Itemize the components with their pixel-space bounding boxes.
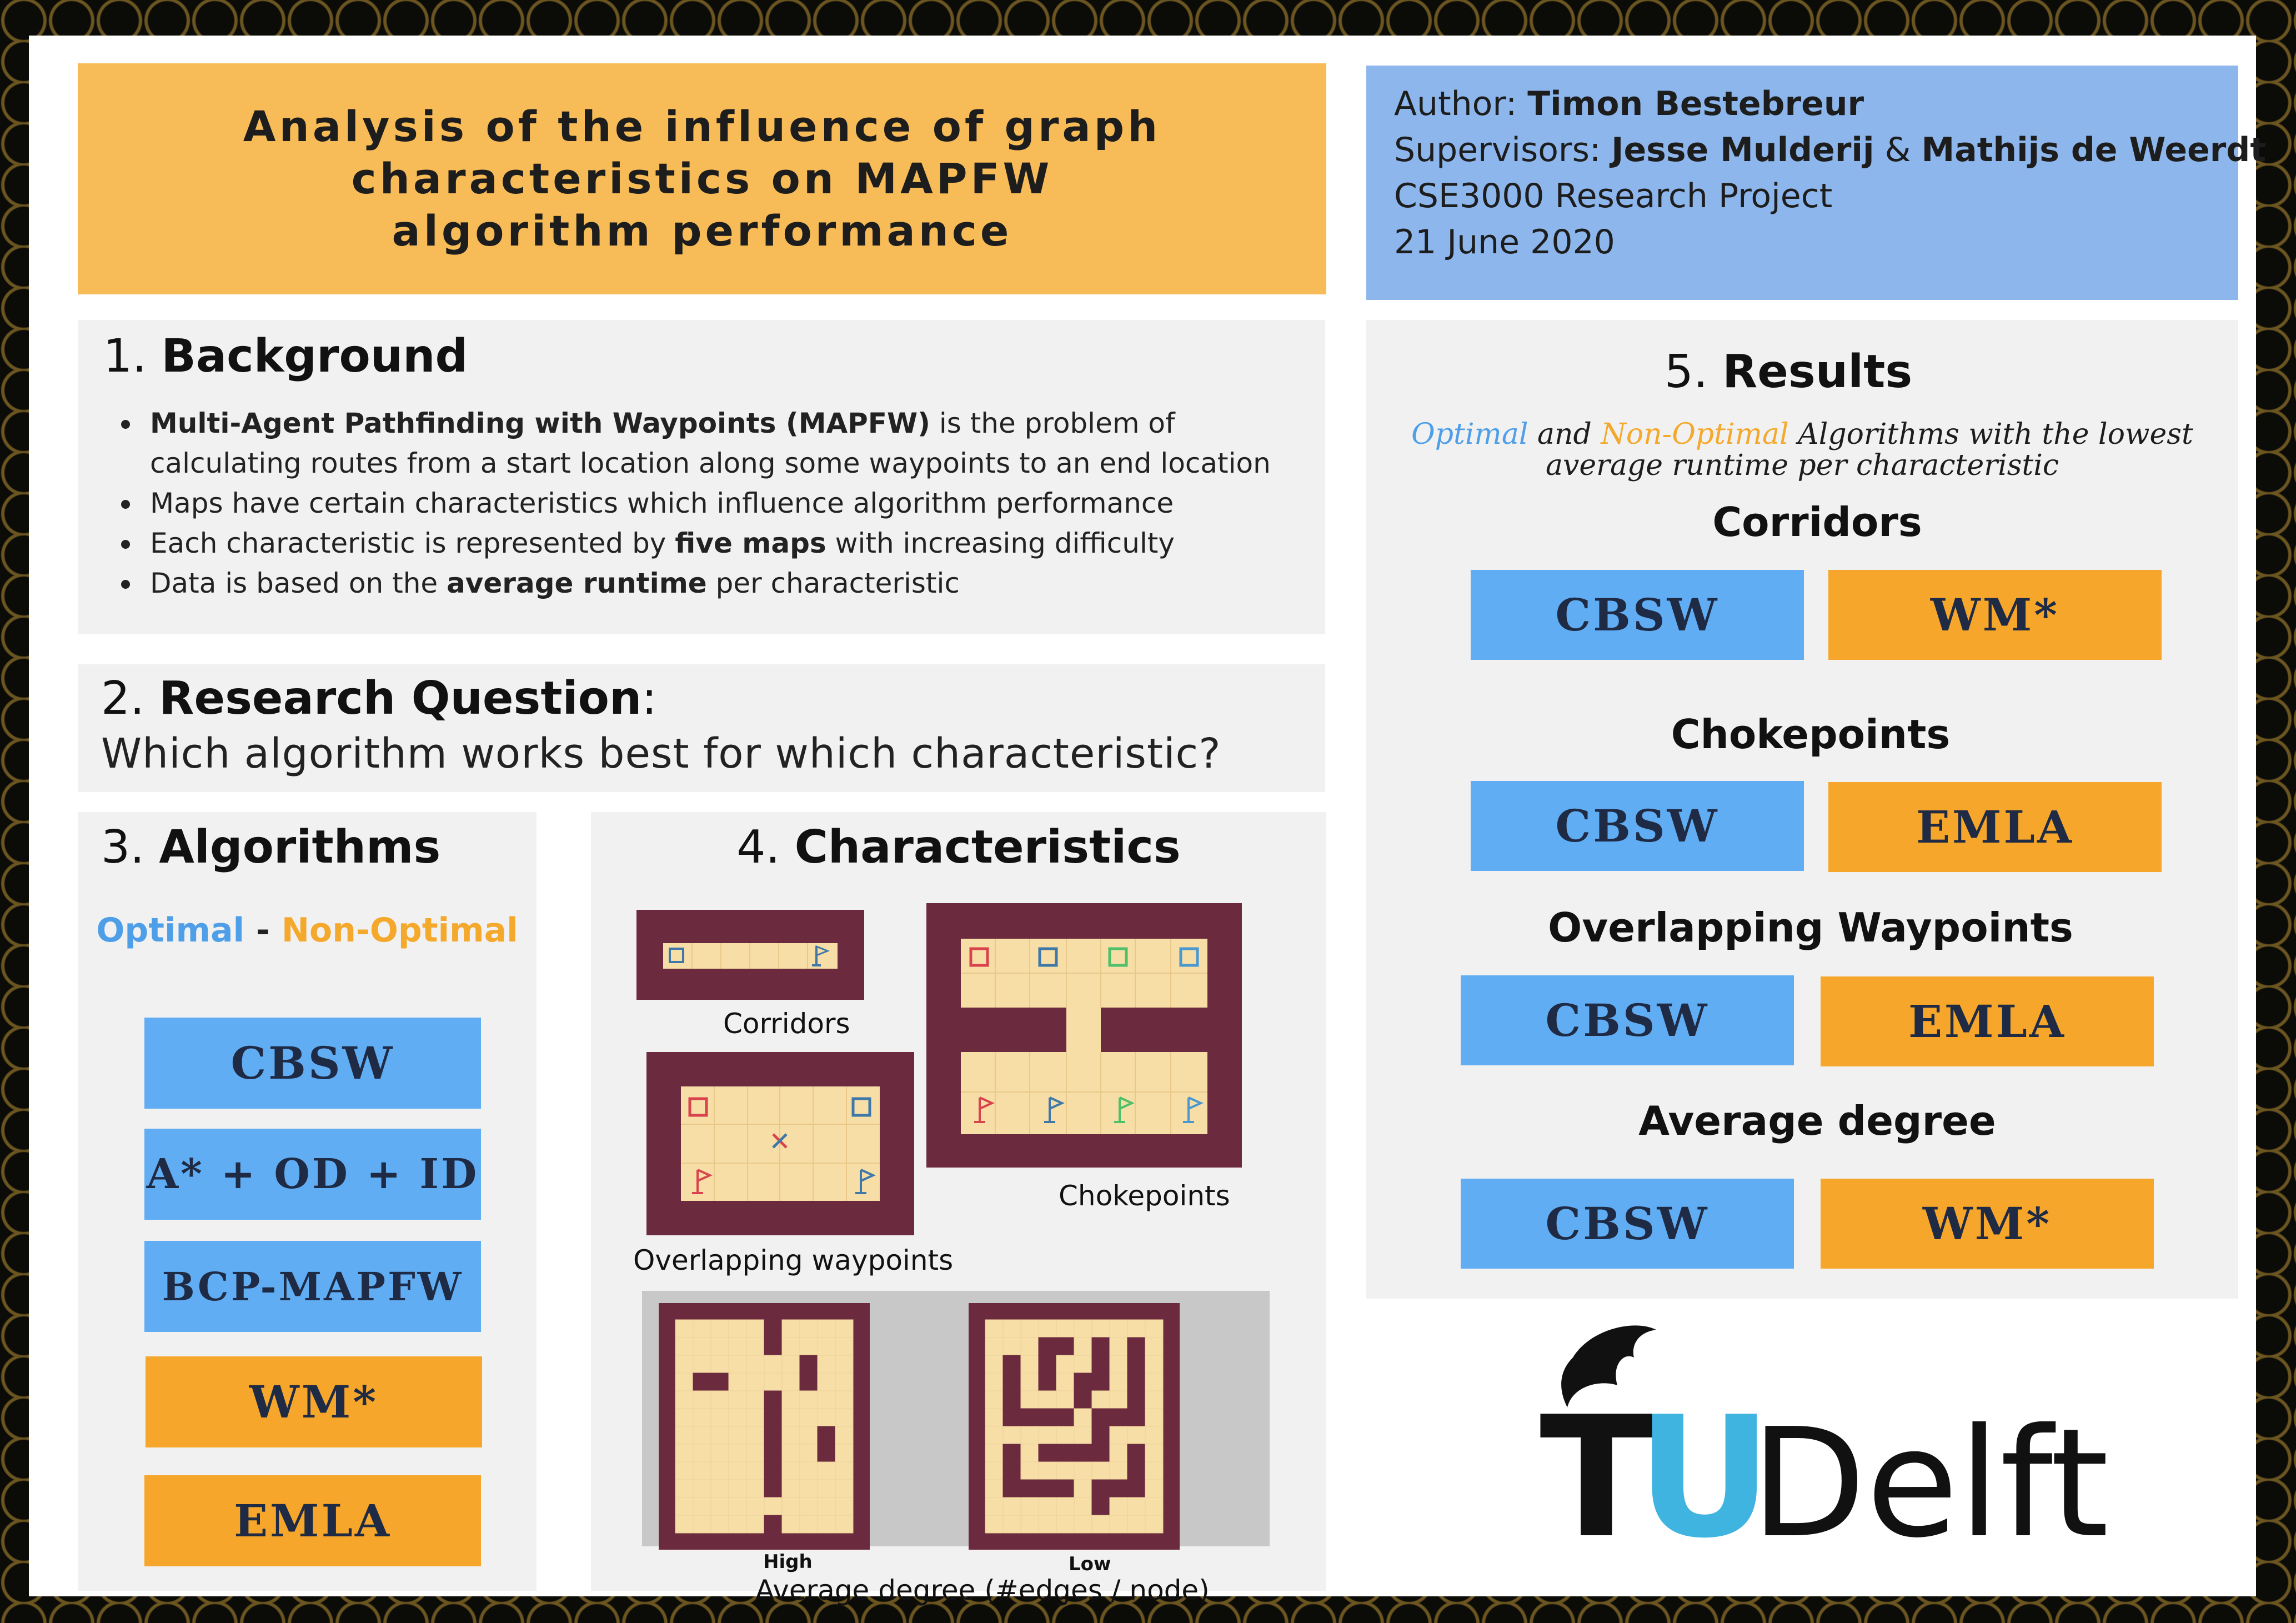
result-overlapping-nonoptimal: EMLA (1821, 976, 2154, 1066)
result-chokepoints-nonoptimal: EMLA (1828, 782, 2162, 872)
overlapping-waypoints-map (646, 1052, 914, 1235)
corridors-map (636, 910, 864, 1000)
background-list: Multi-Agent Pathfinding with Waypoints (… (121, 403, 1283, 603)
supervisors-label: Supervisors: (1394, 131, 1601, 169)
legend-optimal: Optimal (96, 911, 245, 950)
poster-title: Analysis of the influence of graph chara… (243, 102, 1161, 256)
algorithms-section: 3. Algorithms Optimal - Non-Optimal CBSW… (78, 812, 537, 1591)
list-item: Data is based on the average runtime per… (121, 563, 1283, 603)
algorithms-heading: 3. Algorithms (101, 821, 441, 874)
author-line: Author: Timon Bestebreur (1394, 81, 2238, 127)
label-corridors: Corridors (723, 1008, 850, 1040)
results-subtitle: Optimal and Non-Optimal Algorithms with … (1411, 418, 2193, 482)
supervisor-1: Jesse Mulderij (1611, 131, 1874, 169)
algorithm-wm-star: WM* (146, 1356, 482, 1447)
author-name: Timon Bestebreur (1527, 84, 1864, 123)
author-label: Author: (1394, 84, 1517, 123)
result-heading-average-degree: Average degree (1638, 1098, 1996, 1144)
list-item: Each characteristic is represented by fi… (121, 523, 1283, 563)
algorithm-emla: EMLA (144, 1475, 481, 1566)
characteristics-heading: 4. Characteristics (736, 821, 1181, 874)
results-section: 5. Results Optimal and Non-Optimal Algor… (1366, 320, 2238, 1299)
label-chokepoints: Chokepoints (1059, 1180, 1230, 1212)
algorithm-bcp-mapfw: BCP-MAPFW (144, 1241, 481, 1332)
result-corridors-optimal: CBSW (1471, 570, 1804, 660)
tu-delft-logo: T U Delft (1540, 1325, 2109, 1575)
logo-u: U (1637, 1381, 1772, 1575)
label-high: High (763, 1551, 813, 1573)
chokepoints-map (926, 903, 1242, 1168)
list-item: Multi-Agent Pathfinding with Waypoints (… (121, 403, 1283, 483)
label-overlapping-waypoints: Overlapping waypoints (633, 1244, 954, 1276)
date-line: 21 June 2020 (1394, 223, 1615, 262)
characteristics-section: 4. Characteristics Corridors (591, 812, 1326, 1606)
average-degree-maps (642, 1291, 1270, 1550)
logo-delft: Delft (1751, 1396, 2109, 1571)
algorithm-astar-od-id: A* + OD + ID (144, 1129, 481, 1220)
low-degree-map (969, 1303, 1180, 1550)
label-low: Low (1069, 1553, 1111, 1575)
result-heading-overlapping: Overlapping Waypoints (1548, 904, 2073, 951)
result-heading-corridors: Corridors (1712, 499, 1922, 545)
research-question-section: 2. Research Question: Which algorithm wo… (78, 664, 1325, 792)
ampersand: & (1884, 131, 1911, 169)
results-heading: 5. Results (1664, 345, 1913, 398)
result-chokepoints-optimal: CBSW (1471, 781, 1804, 871)
result-heading-chokepoints: Chokepoints (1671, 711, 1951, 758)
background-section: 1. Background Multi-Agent Pathfinding wi… (78, 320, 1325, 634)
legend-nonoptimal: Non-Optimal (281, 911, 518, 950)
logo-t: T (1540, 1381, 1654, 1575)
result-overlapping-optimal: CBSW (1461, 975, 1794, 1065)
author-box: Author: Timon Bestebreur Supervisors: Je… (1366, 66, 2266, 300)
research-question-heading: 2. Research Question: (101, 672, 657, 725)
algorithms-legend: Optimal - Non-Optimal (96, 911, 518, 950)
supervisor-2: Mathijs de Weerdt (1921, 131, 2267, 169)
background-heading: 1. Background (103, 330, 468, 383)
list-item: Maps have certain characteristics which … (121, 483, 1283, 523)
supervisors-line: Supervisors: Jesse Mulderij & Mathijs de… (1394, 127, 2266, 173)
title-box: Analysis of the influence of graph chara… (78, 63, 1326, 294)
high-degree-map (659, 1303, 870, 1550)
result-average-degree-optimal: CBSW (1461, 1179, 1794, 1269)
label-average-degree: Average degree (#edges / node) (755, 1574, 1210, 1606)
poster: Analysis of the influence of graph chara… (29, 36, 2266, 1606)
course-line: CSE3000 Research Project (1394, 177, 1833, 216)
algorithm-cbsw: CBSW (144, 1018, 481, 1109)
research-question-text: Which algorithm works best for which cha… (101, 730, 1221, 778)
result-average-degree-nonoptimal: WM* (1821, 1179, 2154, 1269)
result-corridors-nonoptimal: WM* (1828, 570, 2162, 660)
